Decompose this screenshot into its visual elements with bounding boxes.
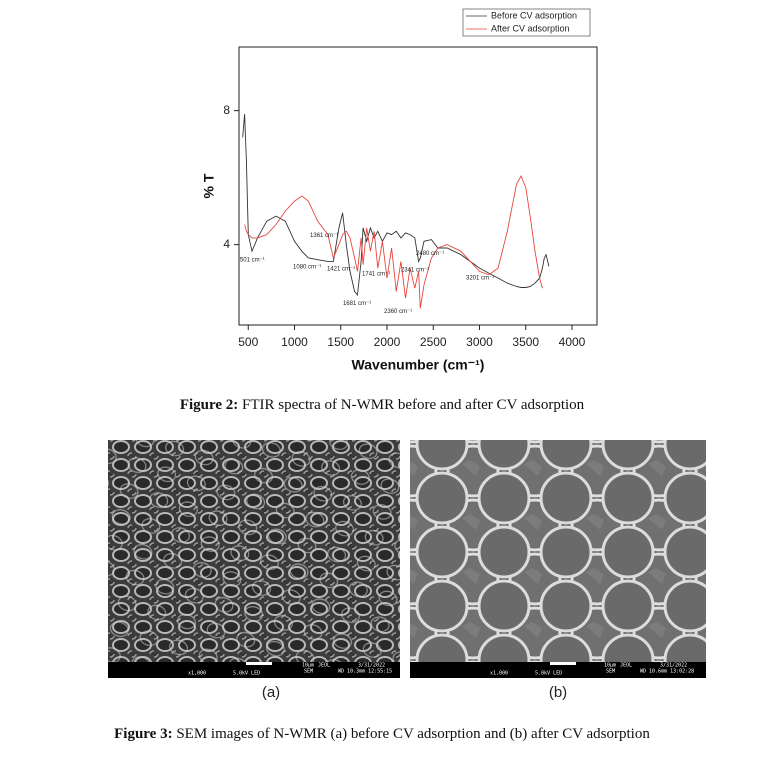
caption-label: Figure 2: bbox=[179, 397, 239, 413]
info-bar bbox=[108, 662, 400, 678]
spectrum-line bbox=[244, 174, 543, 309]
info-text: JEOL bbox=[318, 663, 330, 669]
annotation: 1361 cm⁻¹ bbox=[310, 233, 338, 239]
y-tick-label: 4 bbox=[223, 237, 230, 251]
x-tick-label: 2500 bbox=[420, 335, 447, 349]
info-text: WD 10.3mm 12:55:15 bbox=[338, 669, 392, 675]
x-tick-label: 3000 bbox=[466, 335, 493, 349]
panel-label: (b) bbox=[548, 684, 568, 701]
annotation: 1421 cm⁻¹ bbox=[327, 266, 355, 272]
scale-bar bbox=[246, 662, 272, 665]
legend-box bbox=[462, 8, 591, 37]
x-tick-label: 1500 bbox=[327, 335, 354, 349]
annotation: 501 cm⁻¹ bbox=[240, 257, 265, 263]
legend-label: After CV adsorption bbox=[491, 23, 570, 33]
annotation: 3201 cm⁻¹ bbox=[466, 275, 494, 281]
x-tick-label: 500 bbox=[238, 335, 258, 349]
info-text: SEM bbox=[304, 669, 313, 675]
panel-label: (a) bbox=[261, 684, 281, 701]
info-text: 10μm bbox=[302, 663, 314, 669]
x-tick-label: 3500 bbox=[512, 335, 539, 349]
plot-frame bbox=[238, 46, 598, 326]
sem-image-b bbox=[410, 440, 706, 662]
info-text: 10μm bbox=[604, 663, 616, 669]
info-text: 3/31/2022 bbox=[660, 663, 687, 669]
spectrum-line bbox=[242, 113, 550, 296]
info-text: SEM bbox=[606, 669, 615, 675]
x-axis-label: Wavenumber (cm⁻¹) bbox=[352, 357, 485, 373]
caption-text: FTIR spectra of N-WMR before and after C… bbox=[242, 397, 585, 413]
annotation: 1080 cm⁻¹ bbox=[293, 264, 321, 270]
annotation: 1741 cm⁻¹ bbox=[362, 271, 390, 277]
info-text: x1,000 bbox=[490, 671, 508, 677]
info-bar bbox=[410, 662, 706, 678]
info-text: 5.0kV LED bbox=[535, 671, 562, 677]
info-text: WD 10.6mm 13:02:28 bbox=[640, 669, 694, 675]
caption-label: Figure 3: bbox=[114, 726, 173, 742]
scale-bar bbox=[550, 662, 576, 665]
y-tick-label: 8 bbox=[223, 103, 230, 117]
legend-label: Before CV adsorption bbox=[491, 10, 577, 20]
info-text: JEOL bbox=[620, 663, 632, 669]
info-text: x1,000 bbox=[188, 671, 206, 677]
annotation: 2480 cm⁻¹ bbox=[416, 251, 444, 257]
annotation: 2341 cm⁻¹ bbox=[401, 267, 429, 273]
y-axis-label: % T bbox=[201, 173, 217, 198]
x-tick-label: 1000 bbox=[281, 335, 308, 349]
annotation: 2360 cm⁻¹ bbox=[384, 309, 412, 315]
caption-text: SEM images of N-WMR (a) before CV adsorp… bbox=[176, 726, 650, 742]
sem-texture bbox=[108, 440, 400, 662]
annotation: 1681 cm⁻¹ bbox=[343, 301, 371, 307]
x-tick-label: 4000 bbox=[559, 335, 586, 349]
info-texts: x1,000 5.0kV LED 10μm JEOL 3/31/2022 SEM WD 10… bbox=[188, 663, 694, 677]
figure-3-caption: Figure 3: SEM images of N-WMR (a) before… bbox=[0, 726, 764, 743]
info-text: 5.0kV LED bbox=[233, 671, 260, 677]
ftir-chart: 500 1000 1500 2000 2500 3000 3500 4000 4 8 Wavenum… bbox=[201, 8, 598, 373]
sem-images: x1,000 5.0kV LED 10μm JEOL 3/31/2022 SEM WD 10… bbox=[108, 440, 706, 678]
x-tick-label: 2000 bbox=[374, 335, 401, 349]
figure-2-caption: Figure 2: FTIR spectra of N-WMR before a… bbox=[0, 397, 764, 414]
info-text: 3/31/2022 bbox=[358, 663, 385, 669]
